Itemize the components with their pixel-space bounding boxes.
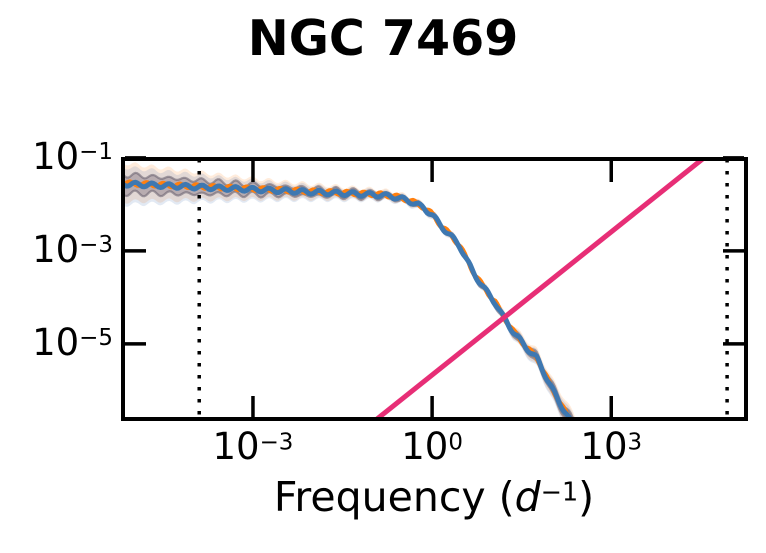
psd-uncertainty-band-outer-blue [121, 165, 576, 421]
y-tick-label: 10−5 [32, 321, 113, 364]
psd-secondary-model-line [121, 179, 573, 421]
y-tick-base: 10 [32, 227, 80, 271]
psd-median-line [121, 179, 574, 421]
figure-title: NGC 7469 [247, 10, 519, 67]
x-tick-base: 10 [401, 425, 449, 468]
x-axis-label-prefix: Frequency ( [273, 473, 515, 521]
psd-uncertainty-band-outer-orange [121, 161, 576, 421]
y-tick-exp: −5 [79, 324, 113, 351]
x-tick-exp: 0 [448, 429, 463, 456]
x-tick-base: 10 [580, 425, 628, 468]
y-tick-exp: −3 [79, 232, 113, 259]
x-tick-exp: 3 [627, 429, 643, 456]
x-tick-label: 103 [580, 425, 642, 468]
psd-uncertainty-band-inner [121, 172, 574, 421]
x-axis-label-symbol: d [514, 473, 541, 521]
x-axis-label-exponent: −1 [540, 476, 579, 507]
plot-frame [121, 157, 748, 421]
x-axis-label: Frequency (d−1) [274, 473, 594, 521]
y-tick-base: 10 [32, 134, 80, 178]
y-tick-exp: −1 [79, 139, 113, 166]
x-tick-label: 100 [401, 425, 463, 468]
band-inner-upper-edge [121, 171, 576, 421]
y-tick-label: 10−3 [32, 228, 113, 271]
x-tick-label: 10−3 [212, 425, 293, 468]
y-tick-label: 10−1 [32, 135, 113, 178]
y-tick-base: 10 [32, 320, 80, 364]
x-tick-base: 10 [212, 425, 260, 468]
x-axis-label-suffix: ) [578, 473, 595, 521]
x-tick-exp: −3 [259, 429, 294, 456]
noise-power-line [373, 157, 707, 421]
